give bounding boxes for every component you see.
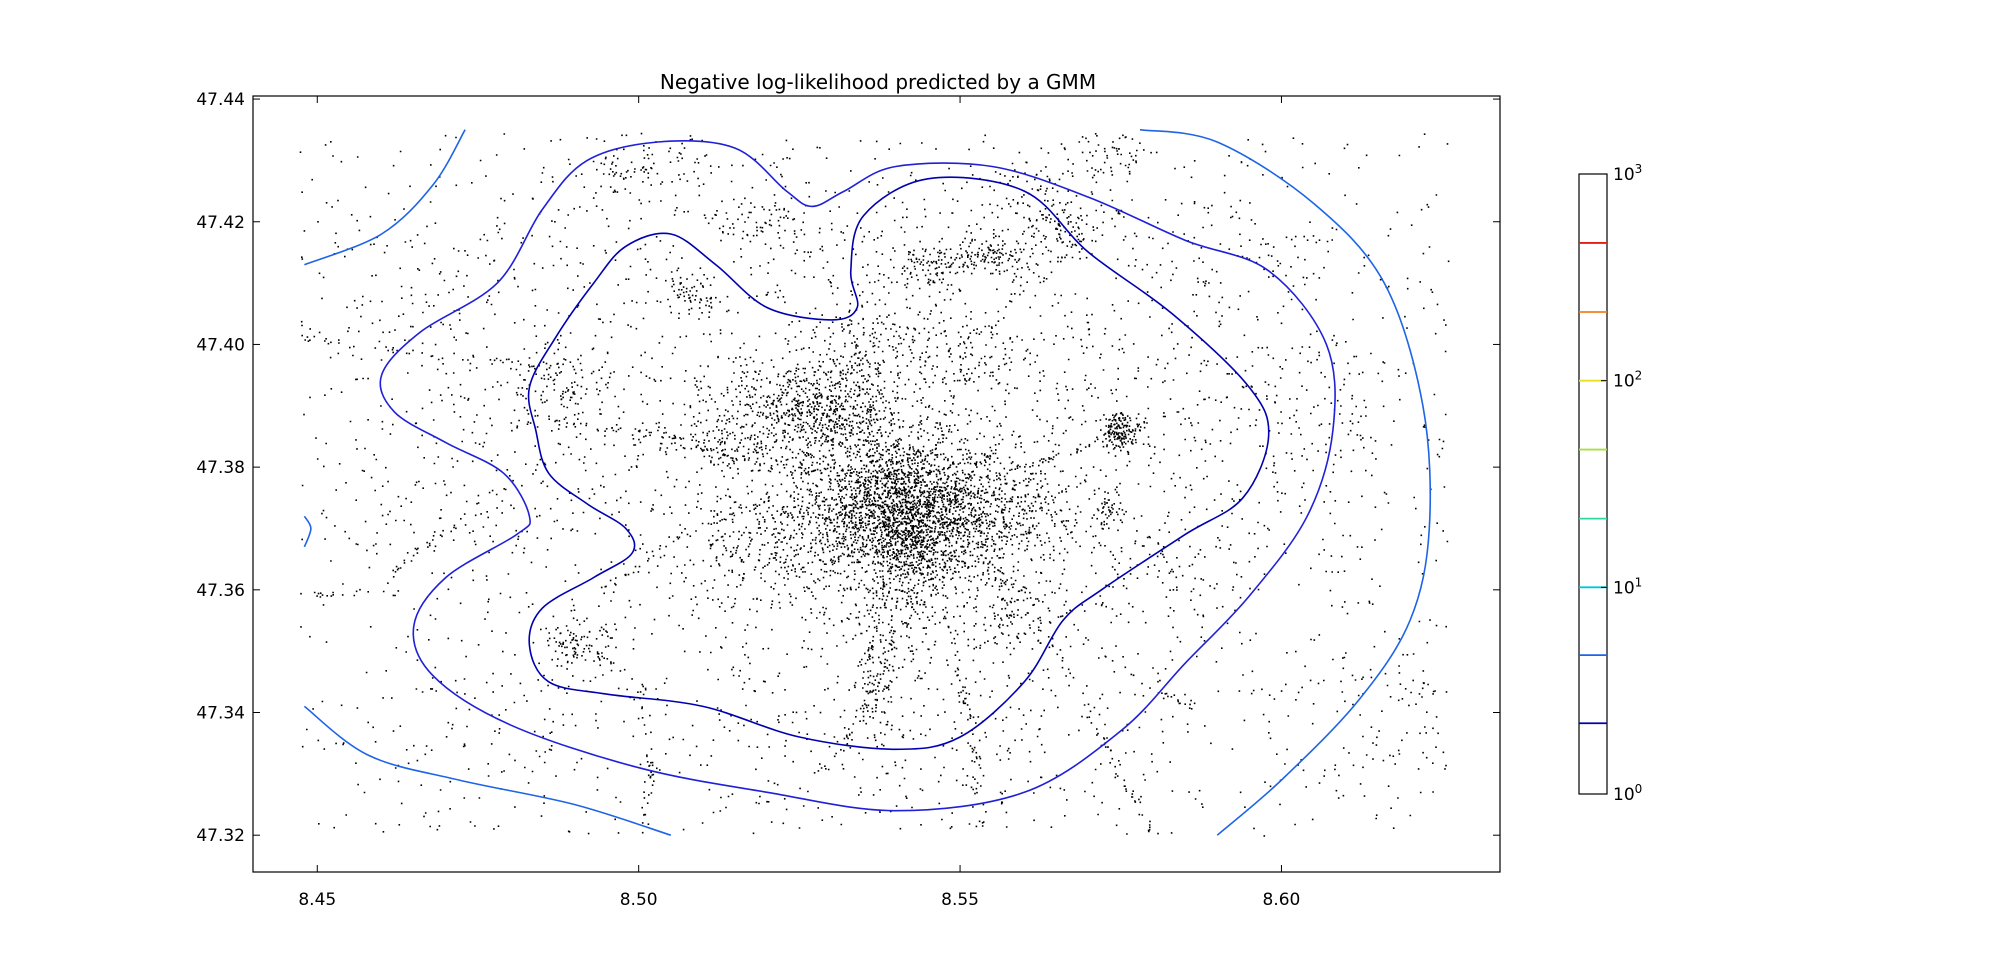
chart-title: Negative log-likelihood predicted by a G… <box>660 70 1096 94</box>
contour-line-2 <box>379 140 1336 812</box>
colorbar-tick-exponent: 0 <box>1635 782 1643 796</box>
y-tick-label: 47.42 <box>196 213 245 233</box>
colorbar-frame <box>1578 173 1608 795</box>
contour-line-3 <box>304 129 466 266</box>
colorbar-tick-base: 10 <box>1613 372 1635 392</box>
y-tick-label: 47.44 <box>196 90 245 110</box>
y-axis: 47.32 47.34 47.36 47.38 47.40 47.42 47.44 <box>196 90 1500 846</box>
y-tick-label: 47.38 <box>196 458 245 478</box>
colorbar-tick-exponent: 2 <box>1635 369 1643 383</box>
plot-frame <box>252 95 1501 873</box>
colorbar-tick-label: 101 <box>1613 575 1642 598</box>
colorbar-tick-base: 10 <box>1613 165 1635 185</box>
colorbar-tick-label: 103 <box>1613 162 1642 185</box>
contour-line-6 <box>303 515 312 548</box>
y-tick-label: 47.40 <box>196 335 245 355</box>
scatter-points <box>299 132 1450 837</box>
x-tick-label: 8.60 <box>1263 890 1301 910</box>
contour-lines <box>303 128 1432 836</box>
contour-line-4 <box>1139 128 1432 836</box>
x-tick-label: 8.45 <box>298 890 336 910</box>
colorbar-tick-exponent: 1 <box>1635 575 1643 589</box>
x-tick-label: 8.50 <box>620 890 658 910</box>
scatter-point-cloud <box>299 132 1450 837</box>
y-tick-label: 47.34 <box>196 704 245 724</box>
y-tick-label: 47.36 <box>196 581 245 601</box>
colorbar-tick-label: 102 <box>1613 369 1642 392</box>
contour-line-1 <box>527 176 1270 751</box>
colorbar-tick-base: 10 <box>1613 578 1635 598</box>
colorbar-tick-base: 10 <box>1613 785 1635 805</box>
x-tick-label: 8.55 <box>941 890 979 910</box>
colorbar-tick-exponent: 3 <box>1635 162 1643 176</box>
plot-area <box>299 128 1450 837</box>
y-tick-label: 47.32 <box>196 826 245 846</box>
contour-line-5 <box>303 705 672 836</box>
x-axis: 8.45 8.50 8.55 8.60 <box>298 96 1300 910</box>
colorbar-tick-label: 100 <box>1613 782 1642 805</box>
